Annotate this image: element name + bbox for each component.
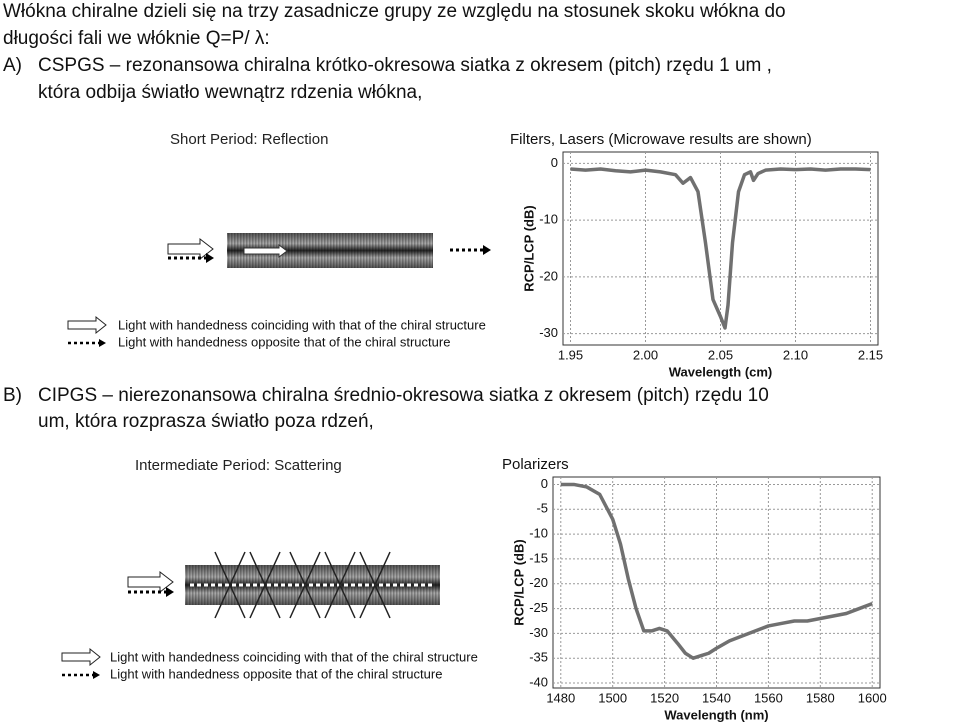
y-tick-label: -25 <box>529 600 548 615</box>
diagram-a <box>67 233 491 347</box>
section-line: CIPGS – nierezonansowa chiralna średnio-… <box>38 385 769 406</box>
x-tick-label: 1.95 <box>558 347 583 362</box>
y-tick-label: -40 <box>529 674 548 689</box>
y-tick-label: -5 <box>536 501 548 516</box>
diagram-title: Intermediate Period: Scattering <box>135 457 342 474</box>
y-tick-label: -10 <box>529 526 548 541</box>
legend-text: Light with handedness coinciding with th… <box>118 317 486 332</box>
x-tick-label: 1520 <box>650 690 679 705</box>
legend-text: Light with handedness opposite that of t… <box>110 666 442 681</box>
x-tick-label: 2.10 <box>783 347 808 362</box>
x-tick-label: 2.00 <box>633 347 658 362</box>
diagram-title: Short Period: Reflection <box>170 131 328 148</box>
diagram-b <box>61 551 440 679</box>
x-tick-label: 2.15 <box>858 347 883 362</box>
x-tick-label: 1560 <box>754 690 783 705</box>
y-tick-label: -30 <box>539 325 558 340</box>
section-line: CSPGS – rezonansowa chiralna krótko-okre… <box>38 55 772 76</box>
data-line <box>560 482 873 660</box>
y-tick-label: -10 <box>539 212 558 227</box>
y-tick-label: -30 <box>529 625 548 640</box>
x-tick-label: 1540 <box>702 690 731 705</box>
y-tick-label: 0 <box>551 155 558 170</box>
section-label: B) <box>3 385 22 406</box>
intro-line: Włókna chiralne dzieli się na trzy zasad… <box>3 1 786 22</box>
section-line: um, która rozprasza światło poza rdzeń, <box>38 411 374 432</box>
section-label: A) <box>3 55 22 76</box>
y-tick-label: 0 <box>541 476 548 491</box>
y-tick-label: -20 <box>529 575 548 590</box>
intro-line: długości fali we włóknie Q=P/ λ: <box>3 28 270 49</box>
chart-title: Polarizers <box>502 456 569 473</box>
legend-text: Light with handedness coinciding with th… <box>110 649 478 664</box>
y-axis-label: RCP/LCP (dB) <box>521 205 536 291</box>
x-tick-label: 1580 <box>806 690 835 705</box>
chart-title: Filters, Lasers (Microwave results are s… <box>510 131 812 148</box>
x-tick-label: 1480 <box>546 690 575 705</box>
y-tick-label: -15 <box>529 550 548 565</box>
x-axis-label: Wavelength (nm) <box>664 707 768 722</box>
x-tick-label: 1600 <box>858 690 887 705</box>
y-axis-label: RCP/LCP (dB) <box>511 539 526 625</box>
x-tick-label: 2.05 <box>708 347 733 362</box>
x-axis-label: Wavelength (cm) <box>669 364 773 379</box>
x-tick-label: 1500 <box>598 690 627 705</box>
legend-text: Light with handedness opposite that of t… <box>118 334 450 349</box>
y-tick-label: -20 <box>539 268 558 283</box>
section-line: która odbija światło wewnątrz rdzenia wł… <box>38 82 422 103</box>
data-line <box>570 167 871 330</box>
y-tick-label: -35 <box>529 650 548 665</box>
